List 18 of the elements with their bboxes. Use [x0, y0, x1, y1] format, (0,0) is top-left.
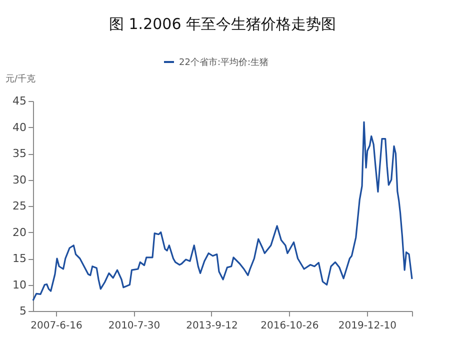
x-tick-label: 2010-7-30 — [108, 320, 160, 332]
chart-title: 图 1.2006 年至今生猪价格走势图 — [108, 15, 336, 33]
x-tick-label: 2013-9-12 — [186, 320, 238, 332]
y-tick-label: 5 — [20, 304, 26, 318]
y-tick-label: 25 — [12, 200, 26, 212]
y-tick-label: 35 — [12, 147, 26, 160]
y-tick-label: 15 — [12, 252, 26, 265]
y-tick-label: 30 — [12, 173, 26, 186]
x-tick-label: 2007-6-16 — [30, 320, 82, 332]
line-series — [32, 121, 413, 302]
x-tick-label: 2016-10-26 — [260, 320, 319, 332]
y-tick-label: 20 — [12, 226, 26, 239]
x-tick-label: 2019-12-10 — [338, 320, 396, 332]
legend-label: 22个省市:平均价:生猪 — [179, 57, 269, 68]
y-axis-title: 元/千克 — [6, 74, 36, 84]
y-tick-label: 10 — [12, 278, 26, 292]
y-tick-label: 45 — [12, 94, 26, 108]
y-tick-label: 40 — [12, 120, 26, 134]
